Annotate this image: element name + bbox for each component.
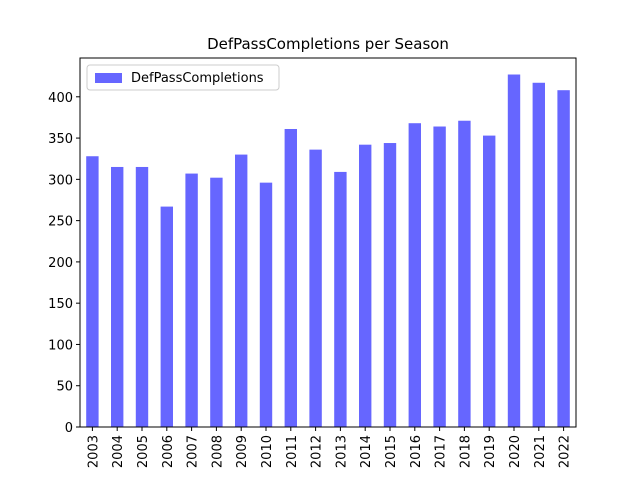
legend-swatch (95, 73, 122, 83)
x-tick-label: 2010 (260, 435, 275, 468)
y-tick-label: 150 (48, 297, 73, 312)
x-tick-label: 2006 (161, 435, 176, 468)
bar (185, 173, 198, 427)
y-tick-label: 50 (56, 380, 73, 395)
bar (359, 144, 372, 427)
x-tick-label: 2020 (508, 435, 523, 468)
bar (111, 166, 124, 428)
x-tick-label: 2011 (285, 435, 300, 468)
bar (309, 149, 322, 428)
x-tick-label: 2017 (434, 435, 449, 468)
bar (210, 177, 223, 427)
legend-label: DefPassCompletions (131, 71, 264, 86)
y-tick-label: 300 (48, 173, 73, 188)
x-tick-label: 2022 (558, 435, 573, 468)
x-tick-label: 2013 (334, 435, 349, 468)
x-tick-label: 2016 (409, 435, 424, 468)
x-tick-label: 2008 (210, 435, 225, 468)
bar (284, 128, 297, 427)
x-tick-label: 2009 (235, 435, 250, 468)
x-tick-label: 2014 (359, 435, 374, 468)
bar (483, 135, 496, 427)
bar (160, 206, 173, 427)
y-tick-label: 200 (48, 256, 73, 271)
x-tick-label: 2012 (310, 435, 325, 468)
x-tick-label: 2005 (136, 435, 151, 468)
y-tick-label: 100 (48, 338, 73, 353)
y-tick-label: 250 (48, 215, 73, 230)
y-tick-label: 0 (65, 421, 73, 436)
x-tick-label: 2015 (384, 435, 399, 468)
x-tick-label: 2007 (186, 435, 201, 468)
axes-frame (79, 57, 577, 428)
bar (86, 156, 99, 427)
bar (383, 143, 397, 427)
x-tick-label: 2004 (111, 435, 126, 468)
bar (135, 166, 149, 428)
legend-box (86, 64, 280, 91)
bar (408, 123, 421, 427)
bar (433, 126, 446, 427)
bar (259, 182, 273, 427)
bar (334, 171, 347, 427)
bar (458, 120, 471, 428)
bar (235, 154, 248, 427)
bar (557, 90, 570, 427)
x-tick-label: 2018 (458, 435, 473, 468)
x-tick-label: 2003 (86, 435, 101, 468)
bar (532, 82, 545, 427)
x-tick-label: 2019 (483, 435, 498, 468)
x-tick-label: 2021 (533, 435, 548, 468)
bar (507, 74, 521, 427)
y-tick-label: 350 (48, 132, 73, 147)
chart-title: DefPassCompletions per Season (207, 35, 449, 53)
y-tick-label: 400 (48, 91, 73, 106)
